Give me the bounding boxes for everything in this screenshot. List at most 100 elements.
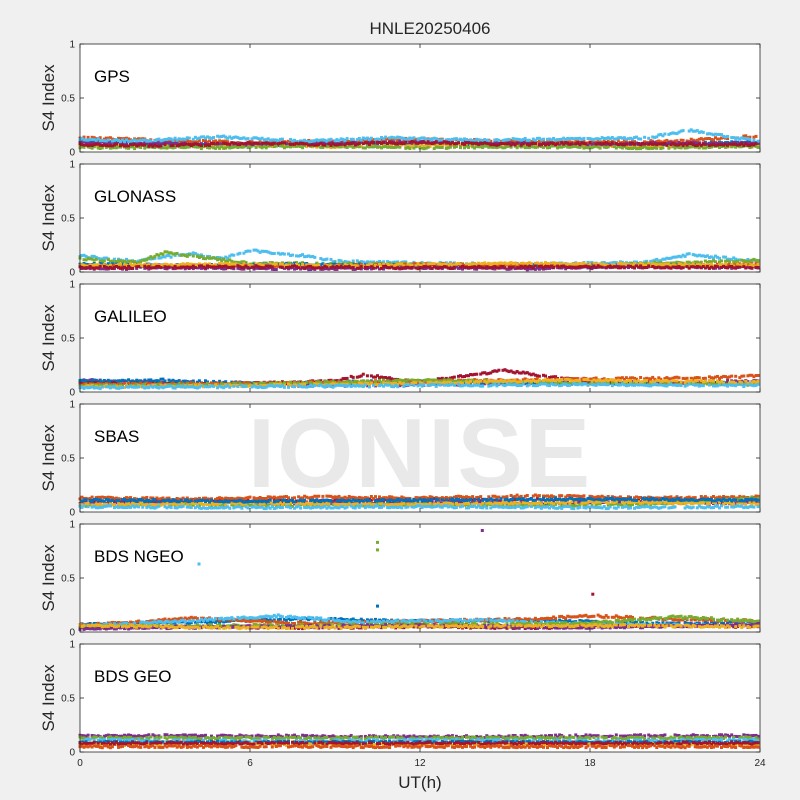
data-point: [503, 142, 507, 146]
data-point: [133, 260, 137, 264]
data-point: [386, 142, 390, 145]
data-point: [402, 260, 406, 264]
data-point: [535, 266, 539, 270]
data-point: [576, 145, 580, 149]
data-point: [224, 144, 228, 148]
data-point: [703, 263, 707, 267]
data-point: [641, 262, 645, 266]
data-point: [718, 266, 721, 270]
data-point: [624, 262, 628, 266]
data-point: [677, 130, 681, 134]
data-point: [193, 142, 197, 146]
data-point: [669, 145, 673, 149]
data-point: [675, 266, 679, 270]
data-point: [665, 262, 669, 266]
data-point: [748, 141, 752, 145]
data-point: [119, 140, 122, 144]
data-point: [351, 259, 355, 263]
data-point: [550, 138, 553, 142]
data-point: [114, 146, 118, 150]
data-point: [374, 375, 377, 379]
data-point: [673, 261, 677, 265]
data-point: [525, 382, 529, 386]
data-point: [143, 378, 147, 382]
data-point: [343, 263, 347, 267]
data-point: [548, 137, 551, 141]
data-point: [483, 141, 487, 145]
data-point: [191, 267, 195, 271]
data-point: [123, 379, 126, 383]
data-point: [256, 266, 260, 270]
data-point: [535, 136, 539, 140]
data-point: [349, 137, 353, 141]
data-point: [151, 256, 155, 260]
data-point: [525, 268, 529, 272]
data-point: [230, 259, 234, 263]
data-point: [289, 145, 292, 149]
data-point: [491, 143, 495, 147]
data-point: [256, 144, 260, 148]
data-point: [343, 145, 347, 149]
data-point: [287, 252, 290, 256]
data-point: [216, 258, 220, 262]
data-point: [171, 146, 175, 150]
data-point: [365, 263, 369, 267]
data-point: [635, 147, 638, 151]
data-point: [226, 145, 230, 149]
data-point: [703, 144, 707, 148]
data-point: [218, 257, 222, 261]
data-point: [153, 141, 157, 145]
data-point: [677, 143, 681, 147]
data-point: [649, 259, 653, 263]
data-point: [497, 264, 501, 268]
data-point: [420, 141, 424, 145]
data-point: [509, 138, 513, 142]
data-point: [88, 257, 92, 261]
data-point: [171, 144, 175, 147]
data-point: [129, 145, 133, 149]
data-point: [212, 139, 216, 143]
data-point: [187, 253, 191, 257]
data-point: [248, 141, 252, 145]
data-point: [627, 144, 630, 148]
data-point: [523, 139, 527, 143]
data-point: [343, 139, 347, 143]
data-point: [280, 262, 284, 266]
data-point: [206, 264, 209, 268]
data-point: [161, 252, 165, 256]
data-point: [167, 141, 171, 145]
data-point: [282, 146, 286, 150]
data-point: [214, 263, 218, 267]
data-point: [386, 137, 390, 141]
data-point: [86, 257, 90, 261]
data-point: [149, 145, 153, 149]
data-point: [143, 146, 147, 150]
data-point: [137, 261, 141, 265]
data-point: [695, 260, 699, 264]
data-point: [620, 260, 624, 264]
data-point: [552, 261, 556, 265]
data-point: [272, 252, 276, 255]
data-point: [669, 264, 673, 268]
data-point: [147, 265, 151, 269]
data-point: [157, 256, 161, 260]
data-point: [507, 144, 511, 148]
data-point: [515, 382, 519, 386]
data-point: [639, 143, 643, 147]
data-point: [657, 133, 661, 137]
data-point: [369, 141, 373, 145]
data-point: [382, 260, 386, 264]
data-point: [335, 264, 339, 268]
data-point: [228, 266, 232, 270]
data-point: [428, 262, 432, 266]
data-point: [374, 144, 377, 148]
data-point: [147, 142, 151, 146]
data-point: [222, 141, 226, 145]
data-point: [653, 144, 657, 148]
data-point: [722, 134, 726, 138]
data-point: [748, 137, 752, 141]
data-point: [106, 136, 110, 140]
data-point: [418, 265, 422, 269]
data-point: [369, 267, 373, 271]
